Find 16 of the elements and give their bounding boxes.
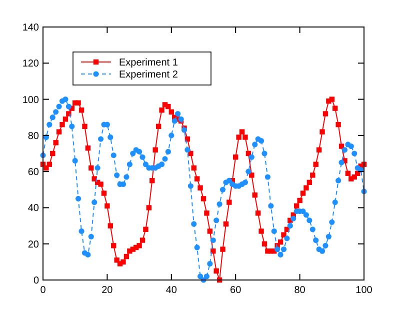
y-tick-label: 0 [33,276,40,286]
y-tick-label: 20 [28,239,40,250]
x-tick-label: 0 [40,285,46,296]
x-tick-label: 60 [230,285,242,296]
y-tick-label: 60 [28,167,40,178]
x-tick-label: 100 [356,285,373,296]
y-tick-label: 80 [28,130,40,142]
y-tick-label: 120 [22,58,40,70]
legend-label: Experiment 1 [119,58,178,68]
x-tick-label: 20 [102,285,114,296]
y-tick-label: 140 [22,22,40,34]
x-tick-label: 40 [166,285,178,296]
y-tick-label: 100 [22,94,40,106]
y-tick-label: 40 [28,203,40,214]
x-tick-label: 80 [294,285,306,296]
legend-label: Experiment 2 [119,70,178,80]
